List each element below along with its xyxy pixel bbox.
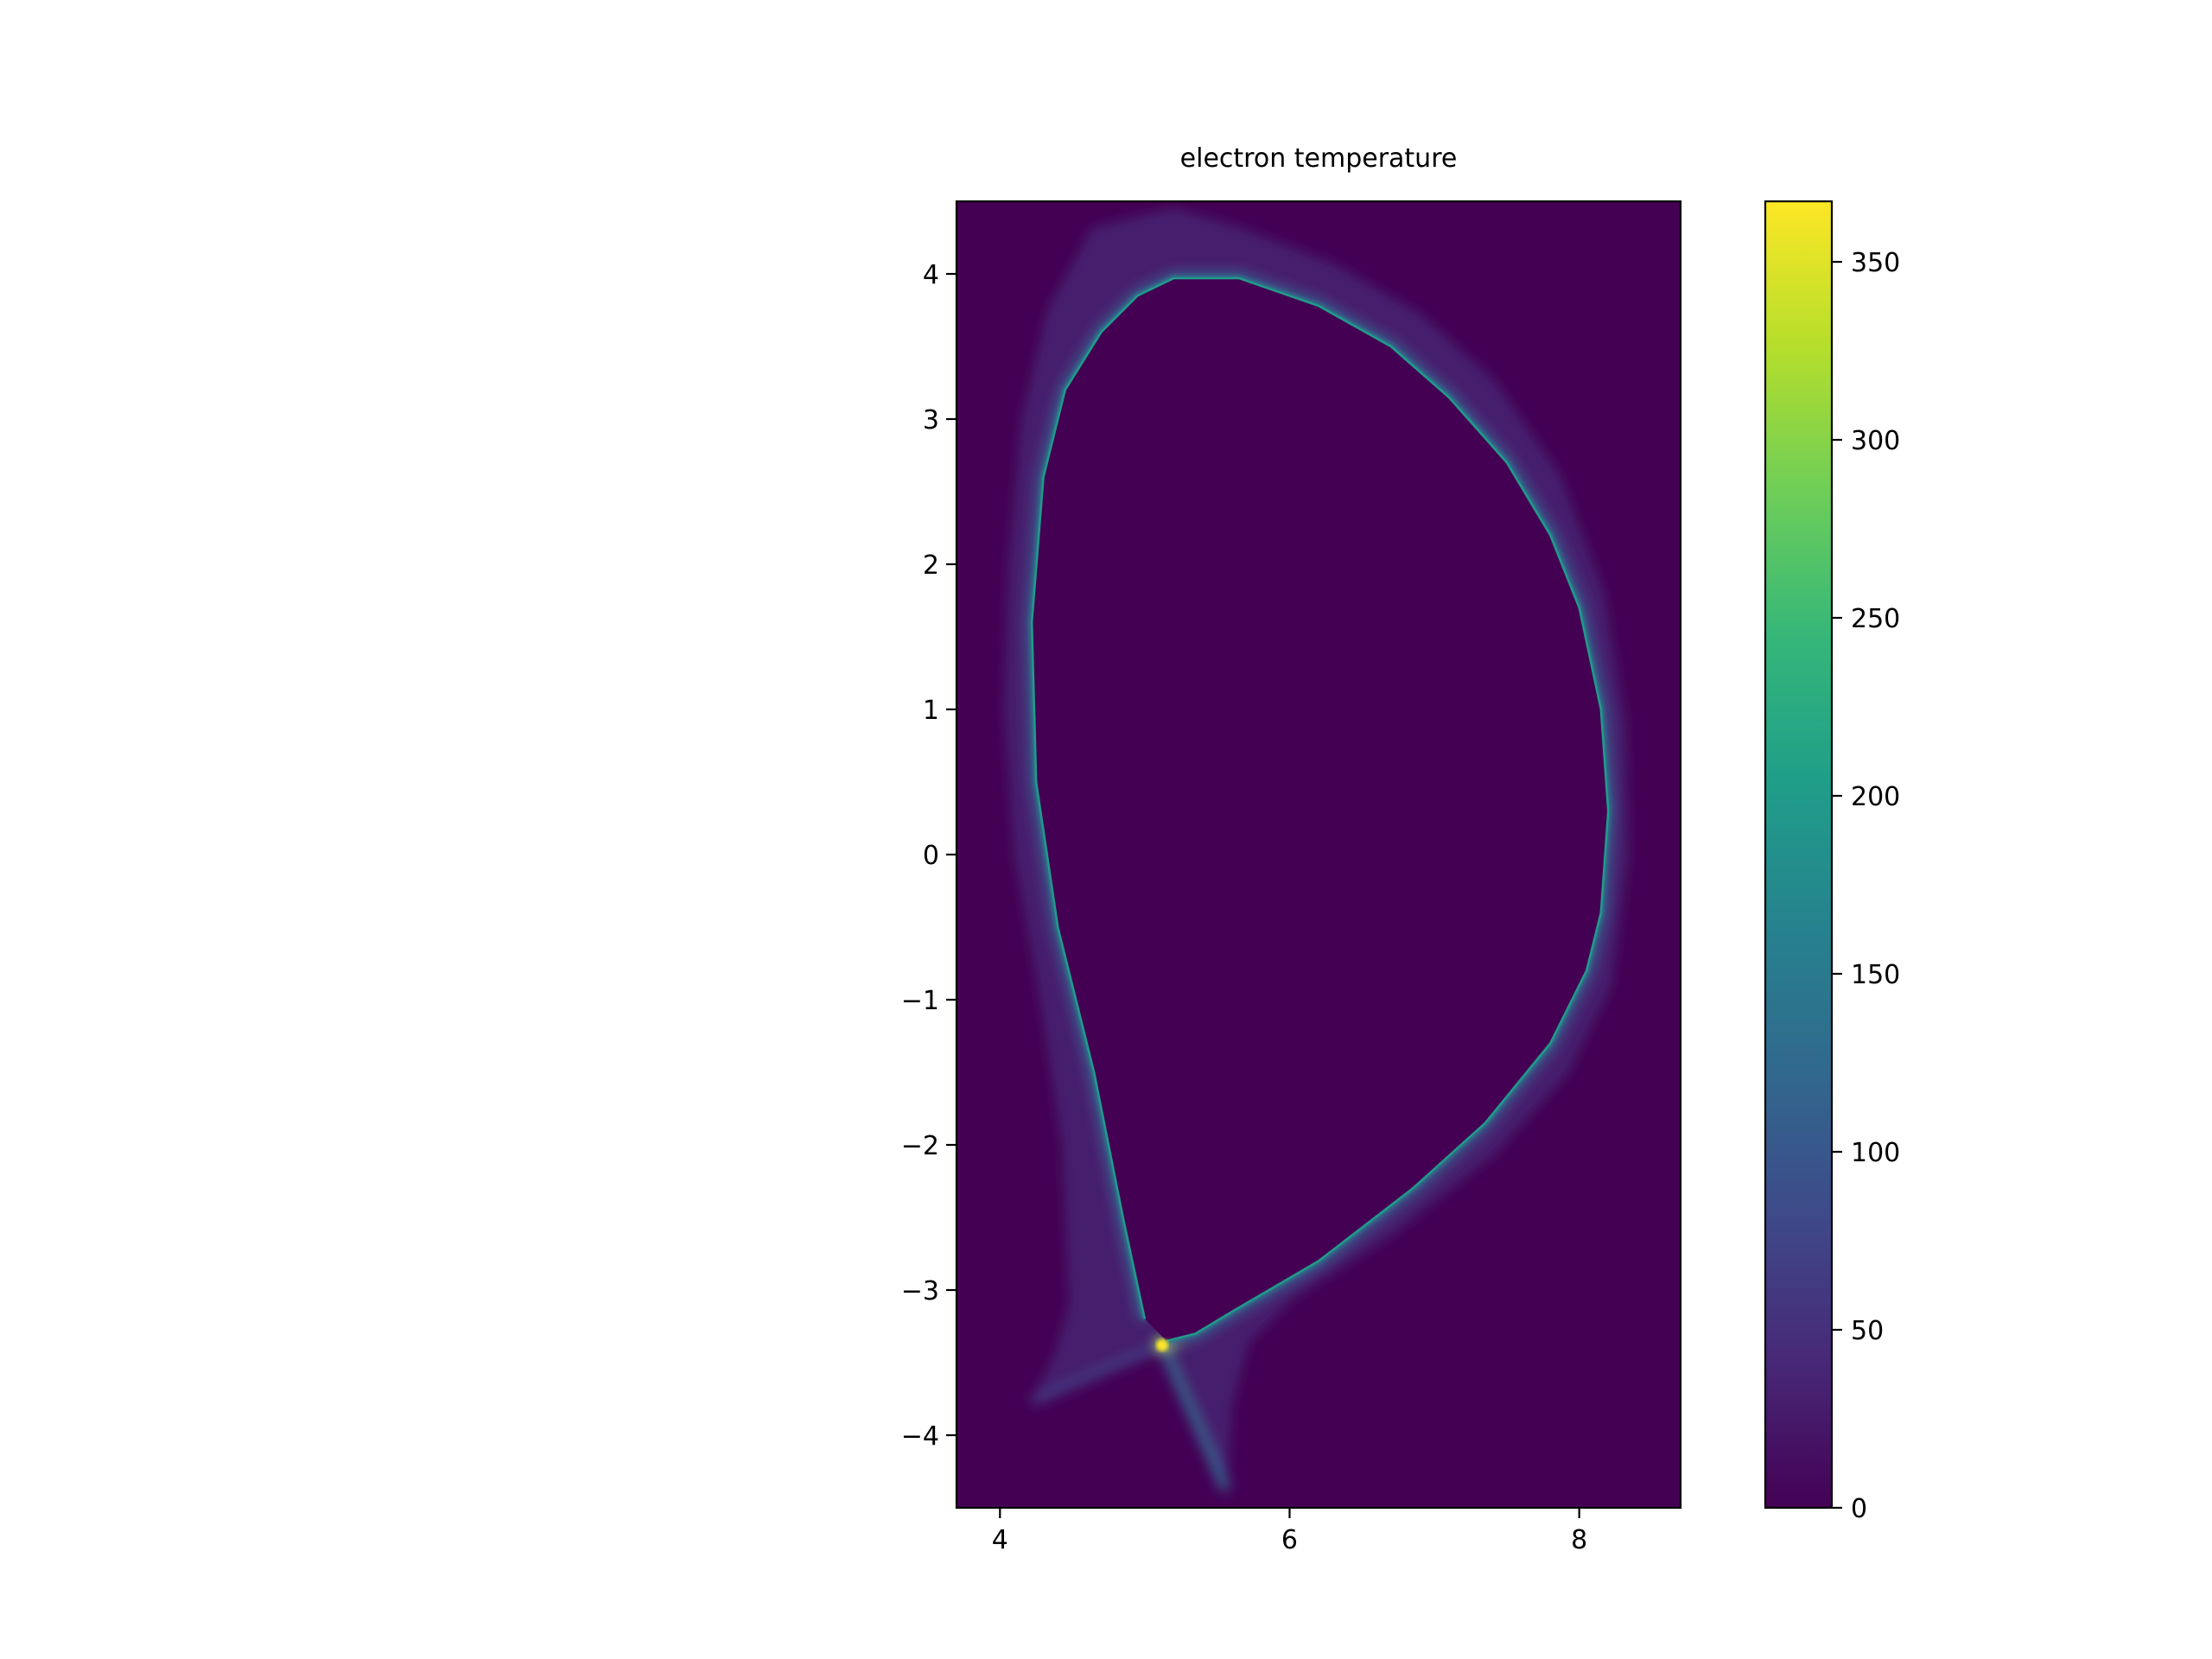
colorbar-tick-label: 100 xyxy=(1851,1138,1900,1168)
y-tick-label: −3 xyxy=(901,1276,939,1306)
y-tick-label: 1 xyxy=(923,696,939,726)
y-tick-label: 3 xyxy=(923,405,939,435)
x-tick-label: 6 xyxy=(1281,1525,1298,1555)
colorbar-axis: 0 50 100 150 200 250 300 350 xyxy=(1832,248,1900,1524)
y-tick-label: 0 xyxy=(923,841,939,871)
y-axis: 4 3 2 1 0 −1 −2 −3 −4 xyxy=(901,260,957,1452)
colorbar: 0 50 100 150 200 250 300 350 xyxy=(1764,200,1900,1524)
x-tick-label: 4 xyxy=(992,1525,1008,1555)
colorbar-tick-label: 250 xyxy=(1851,604,1900,634)
chart-title: electron temperature xyxy=(1180,143,1458,174)
y-tick-label: −2 xyxy=(901,1131,939,1161)
colorbar-tick-label: 150 xyxy=(1851,960,1900,990)
x-axis: 4 6 8 xyxy=(992,1508,1587,1555)
y-tick-label: −1 xyxy=(901,986,939,1016)
colorbar-gradient xyxy=(1764,200,1834,1510)
y-tick-label: −4 xyxy=(901,1421,939,1452)
separatrix-line xyxy=(1030,276,1610,1343)
divertor-leg-1 xyxy=(1031,1339,1167,1404)
plot-area xyxy=(955,200,1682,1510)
x-point-hotspot xyxy=(1155,1338,1168,1351)
colorbar-tick-label: 50 xyxy=(1851,1316,1884,1346)
x-tick-label: 8 xyxy=(1571,1525,1587,1555)
colorbar-tick-label: 200 xyxy=(1851,782,1900,812)
colorbar-tick-label: 0 xyxy=(1851,1494,1867,1524)
colorbar-tick-label: 350 xyxy=(1851,248,1900,278)
y-tick-label: 2 xyxy=(923,550,939,581)
divertor-leg-2 xyxy=(1157,1339,1230,1491)
colorbar-tick-label: 300 xyxy=(1851,426,1900,456)
temperature-field xyxy=(1004,208,1629,1491)
core-region xyxy=(1032,278,1609,1341)
y-tick-label: 4 xyxy=(923,260,939,290)
